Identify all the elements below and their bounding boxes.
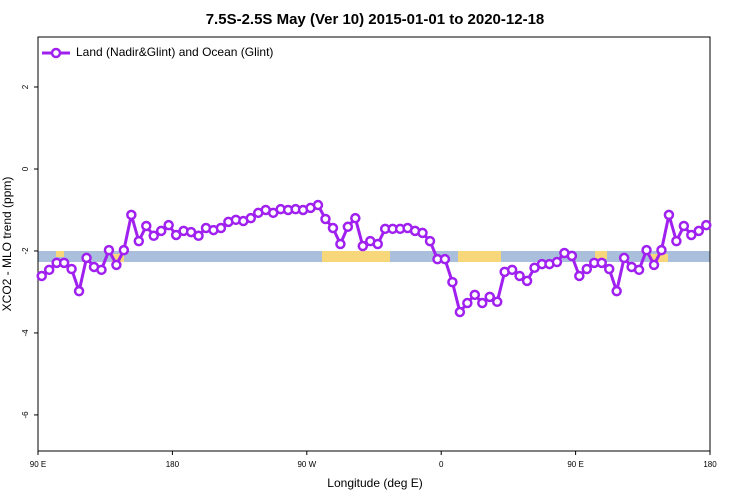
data-point xyxy=(141,220,152,232)
x-axis-label: Longitude (deg E) xyxy=(327,476,422,490)
data-point xyxy=(58,257,70,269)
surface-strip xyxy=(38,251,710,262)
data-point xyxy=(245,212,257,224)
x-tick-label: 90 E xyxy=(30,460,46,469)
data-point xyxy=(454,306,466,318)
data-point xyxy=(118,244,130,256)
data-point xyxy=(447,276,458,288)
data-point xyxy=(574,270,585,282)
data-point xyxy=(357,240,369,252)
data-point xyxy=(491,296,503,308)
data-point xyxy=(335,238,346,250)
data-point xyxy=(96,264,107,276)
data-point xyxy=(148,230,159,242)
data-point xyxy=(350,212,361,224)
data-point xyxy=(469,289,481,301)
data-point xyxy=(327,222,339,234)
data-point xyxy=(193,230,204,242)
data-point xyxy=(514,270,525,282)
data-point xyxy=(596,257,607,269)
x-tick-label: 90 W xyxy=(297,460,316,469)
data-point xyxy=(648,259,660,271)
data-point xyxy=(320,213,331,225)
data-point xyxy=(701,219,712,231)
data-point xyxy=(126,209,137,221)
data-point xyxy=(36,270,47,282)
data-point xyxy=(111,259,122,271)
data-point xyxy=(618,252,630,264)
chart-title: 7.5S-2.5S May (Ver 10) 2015-01-01 to 202… xyxy=(206,11,545,28)
data-point xyxy=(506,264,518,276)
y-tick-label: 2 xyxy=(21,84,30,89)
data-point xyxy=(641,244,652,256)
data-point xyxy=(581,263,593,275)
data-point xyxy=(671,235,682,247)
data-point xyxy=(73,285,85,297)
data-point xyxy=(155,225,167,237)
data-point xyxy=(103,244,115,256)
data-point xyxy=(633,264,645,276)
data-point xyxy=(439,253,451,265)
data-point xyxy=(551,256,563,268)
data-point xyxy=(603,263,615,275)
y-axis-label: XCO2 - MLO trend (ppm) xyxy=(0,177,14,312)
data-point xyxy=(66,263,77,275)
data-point xyxy=(693,225,705,237)
data-point xyxy=(462,297,473,309)
y-tick-label: -6 xyxy=(21,411,30,419)
data-point xyxy=(566,250,578,262)
data-point xyxy=(477,297,488,309)
x-tick-label: 0 xyxy=(439,460,444,469)
y-tick-label: -2 xyxy=(21,247,30,255)
data-point xyxy=(424,235,436,247)
data-point xyxy=(484,291,495,303)
x-tick-label: 180 xyxy=(166,460,180,469)
data-point xyxy=(611,285,622,297)
data-point xyxy=(215,222,227,234)
data-point xyxy=(663,209,675,221)
data-point xyxy=(170,229,182,241)
legend-marker xyxy=(50,47,62,59)
data-point xyxy=(678,220,690,232)
plot-frame xyxy=(37,36,711,452)
data-point xyxy=(163,219,174,231)
x-tick-label: 180 xyxy=(703,460,717,469)
data-point xyxy=(521,275,533,287)
data-point xyxy=(656,244,667,256)
data-point xyxy=(686,229,697,241)
y-tick-label: -4 xyxy=(21,329,30,337)
data-point xyxy=(133,235,145,247)
data-point xyxy=(342,221,354,233)
x-tick-label: 90 E xyxy=(567,460,583,469)
data-point xyxy=(372,238,383,250)
y-tick-label: 0 xyxy=(21,166,30,171)
data-point xyxy=(43,264,55,276)
data-point xyxy=(312,199,324,211)
data-point xyxy=(417,227,428,239)
legend-label: Land (Nadir&Glint) and Ocean (Glint) xyxy=(76,45,273,59)
data-point xyxy=(81,252,92,264)
